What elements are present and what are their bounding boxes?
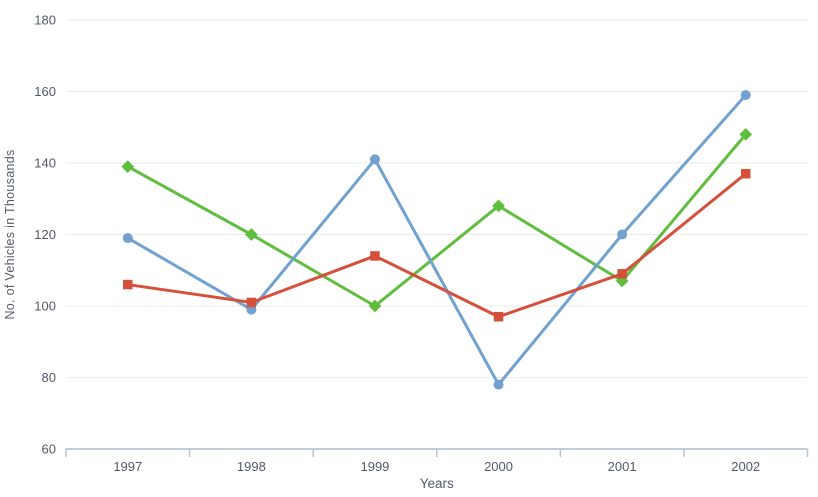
x-axis-tick-label: 2002: [731, 459, 760, 474]
data-point-red-square[interactable]: [617, 269, 627, 279]
series-line-blue: [126, 93, 748, 387]
data-point-green-diamond[interactable]: [368, 299, 382, 313]
data-point-blue-circle[interactable]: [617, 229, 628, 240]
y-axis-tick-label: 120: [34, 227, 56, 242]
y-axis-tick-label: 100: [34, 299, 56, 314]
data-point-red-square[interactable]: [370, 251, 380, 261]
data-point-red-square[interactable]: [123, 279, 133, 290]
y-axis-tick-label: 80: [42, 370, 56, 385]
y-axis-tick-label: 160: [34, 84, 56, 99]
x-axis-title: Years: [420, 476, 454, 491]
x-axis-tick-label: 1997: [113, 459, 142, 474]
x-axis-tick-label: 2000: [484, 459, 513, 474]
y-axis-title: No. of Vehicles in Thousands: [3, 149, 17, 319]
series-line-red: [126, 172, 748, 319]
x-axis-tick-label: 1998: [237, 459, 266, 474]
data-point-red-square[interactable]: [740, 168, 751, 179]
y-axis-tick-label: 140: [34, 156, 56, 171]
y-axis-tick-label: 60: [42, 442, 56, 457]
data-point-green-diamond[interactable]: [245, 228, 258, 241]
data-point-green-diamond[interactable]: [121, 160, 135, 173]
data-point-blue-circle[interactable]: [369, 154, 380, 165]
x-axis-tick-label: 2001: [608, 459, 637, 474]
data-point-red-square[interactable]: [246, 297, 257, 308]
data-point-blue-circle[interactable]: [122, 233, 133, 244]
data-point-green-diamond[interactable]: [492, 199, 505, 213]
data-point-blue-circle[interactable]: [493, 379, 504, 390]
x-axis-tick-label: 1999: [360, 459, 389, 474]
data-point-red-square[interactable]: [493, 311, 504, 322]
y-axis-tick-label: 180: [34, 13, 56, 28]
data-point-blue-circle[interactable]: [740, 90, 751, 101]
